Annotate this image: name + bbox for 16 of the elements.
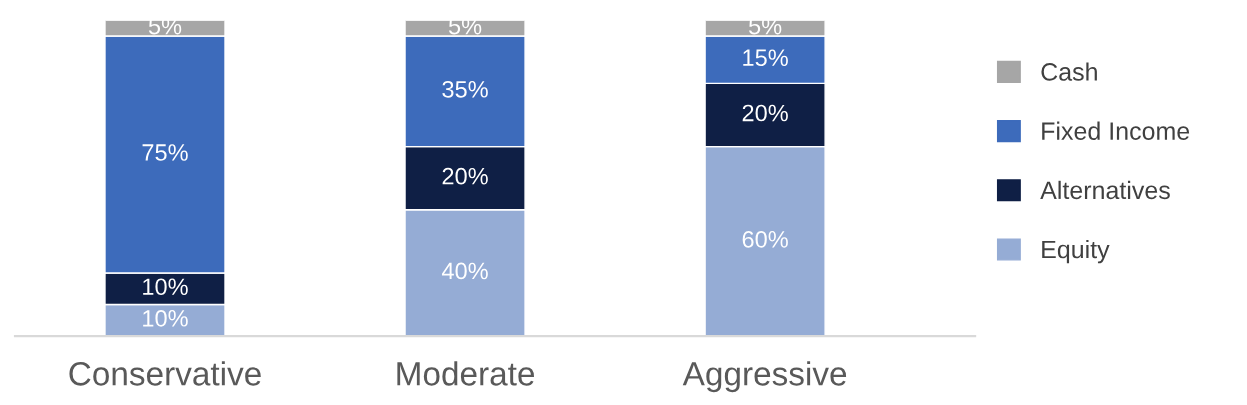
legend-label: Cash (1041, 62, 1097, 81)
legend-label: Alternatives (1040, 180, 1170, 200)
data-label: 35% (442, 80, 488, 98)
x-tick-label: Moderate (397, 361, 534, 386)
data-label: 10% (143, 278, 188, 296)
data-label: 40% (441, 262, 488, 280)
x-tick-label: Aggressive (682, 361, 847, 393)
data-label: 60% (742, 231, 788, 248)
legend-label: Fixed Income (1042, 121, 1190, 140)
data-label: 15% (743, 49, 788, 67)
data-label: 20% (742, 104, 788, 122)
legend-label: Equity (1042, 239, 1110, 264)
data-label: 75% (142, 144, 188, 161)
x-tick-label: Conservative (69, 361, 261, 386)
data-label: 10% (143, 309, 188, 327)
data-label: 20% (442, 167, 488, 185)
